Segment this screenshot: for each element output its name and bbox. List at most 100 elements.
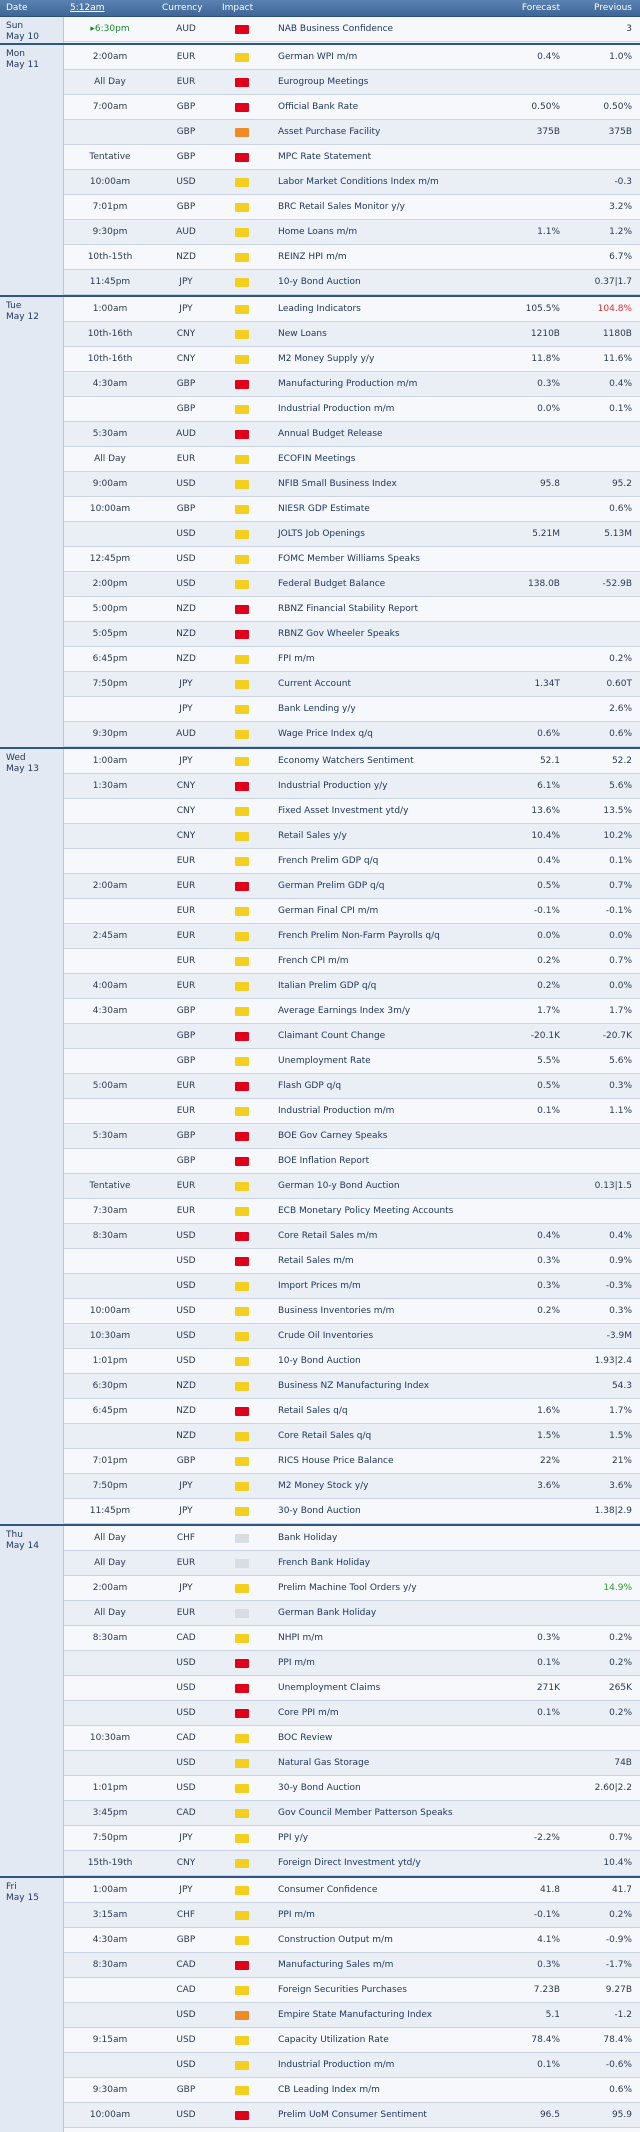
event-title[interactable]: Crude Oil Inventories <box>278 1331 374 1341</box>
event-row[interactable]: USD Core PPI m/m 0.1% 0.2% <box>64 1701 640 1726</box>
event-row[interactable]: EUR German Final CPI m/m -0.1% -0.1% <box>64 899 640 924</box>
event-title[interactable]: Foreign Direct Investment ytd/y <box>278 1858 421 1868</box>
event-row[interactable]: CAD Foreign Securities Purchases 7.23B 9.27… <box>64 1978 640 2003</box>
event-title[interactable]: Retail Sales m/m <box>278 1256 354 1266</box>
event-title[interactable]: Foreign Securities Purchases <box>278 1985 407 1995</box>
event-title[interactable]: ECOFIN Meetings <box>278 454 356 464</box>
event-row[interactable]: GBP Industrial Production m/m 0.0% 0.1% <box>64 397 640 422</box>
event-row[interactable]: USD Industrial Production m/m 0.1% -0.6% <box>64 2053 640 2078</box>
event-row[interactable]: All Day EUR Eurogroup Meetings <box>64 70 640 95</box>
event-title[interactable]: Wage Price Index q/q <box>278 729 373 739</box>
event-row[interactable]: 1:01pm USD 30-y Bond Auction 2.60|2.2 <box>64 1776 640 1801</box>
event-title[interactable]: German 10-y Bond Auction <box>278 1181 400 1191</box>
event-row[interactable]: GBP Claimant Count Change -20.1K -20.7K <box>64 1024 640 1049</box>
event-title[interactable]: New Loans <box>278 329 327 339</box>
event-row[interactable]: 9:30pm AUD Home Loans m/m 1.1% 1.2% <box>64 220 640 245</box>
event-title[interactable]: PPI m/m <box>278 1910 315 1920</box>
event-title[interactable]: BOE Gov Carney Speaks <box>278 1131 388 1141</box>
event-row[interactable]: 5:00am EUR Flash GDP q/q 0.5% 0.3% <box>64 1074 640 1099</box>
event-title[interactable]: 10-y Bond Auction <box>278 1356 361 1366</box>
event-row[interactable]: All Day EUR French Bank Holiday <box>64 1551 640 1576</box>
event-title[interactable]: BRC Retail Sales Monitor y/y <box>278 202 405 212</box>
event-row[interactable]: All Day EUR ECOFIN Meetings <box>64 447 640 472</box>
event-title[interactable]: CB Leading Index m/m <box>278 2085 380 2095</box>
header-date[interactable]: Date <box>6 3 28 13</box>
event-title[interactable]: Leading Indicators <box>278 304 361 314</box>
event-title[interactable]: Retail Sales q/q <box>278 1406 348 1416</box>
event-title[interactable]: Industrial Production m/m <box>278 2060 395 2070</box>
event-title[interactable]: NHPI m/m <box>278 1633 324 1643</box>
event-title[interactable]: Business Inventories m/m <box>278 1306 395 1316</box>
event-row[interactable]: GBP Asset Purchase Facility 375B 375B <box>64 120 640 145</box>
event-title[interactable]: Import Prices m/m <box>278 1281 361 1291</box>
event-row[interactable]: 9:00am USD NFIB Small Business Index 95.8 95… <box>64 472 640 497</box>
event-title[interactable]: Capacity Utilization Rate <box>278 2035 389 2045</box>
event-row[interactable]: 10:30am USD Crude Oil Inventories -3.9M <box>64 1324 640 1349</box>
event-title[interactable]: Prelim UoM Consumer Sentiment <box>278 2110 427 2120</box>
event-row[interactable]: 12:45pm USD FOMC Member Williams Speaks <box>64 547 640 572</box>
event-row[interactable]: USD Empire State Manufacturing Index 5.1 -1… <box>64 2003 640 2028</box>
event-row[interactable]: 2:00am EUR German Prelim GDP q/q 0.5% 0.7% <box>64 874 640 899</box>
event-row[interactable]: 7:00am GBP Official Bank Rate 0.50% 0.50% <box>64 95 640 120</box>
event-row[interactable]: 11:45pm JPY 30-y Bond Auction 1.38|2.9 <box>64 1499 640 1524</box>
event-row[interactable]: 10:00am USD Prelim UoM Consumer Sentiment 9… <box>64 2103 640 2128</box>
event-title[interactable]: Federal Budget Balance <box>278 579 386 589</box>
header-forecast[interactable]: Forecast <box>521 3 560 13</box>
event-row[interactable]: Tentative EUR German 10-y Bond Auction 0.13… <box>64 1174 640 1199</box>
event-row[interactable]: All Day EUR German Bank Holiday <box>64 1601 640 1626</box>
event-title[interactable]: Retail Sales y/y <box>278 831 347 841</box>
event-row[interactable]: 4:00am EUR Italian Prelim GDP q/q 0.2% 0.0% <box>64 974 640 999</box>
event-row[interactable]: JPY Bank Lending y/y 2.6% <box>64 697 640 722</box>
header-currency[interactable]: Currency <box>162 3 203 13</box>
event-title[interactable]: Business NZ Manufacturing Index <box>278 1381 430 1391</box>
event-title[interactable]: Industrial Production m/m <box>278 404 395 414</box>
event-title[interactable]: Bank Holiday <box>278 1533 338 1543</box>
event-title[interactable]: PPI y/y <box>278 1833 309 1843</box>
event-title[interactable]: Bank Lending y/y <box>278 704 356 714</box>
event-title[interactable]: Prelim UoM Inflation Expectations <box>268 2128 496 2132</box>
event-row[interactable]: USD PPI m/m 0.1% 0.2% <box>64 1651 640 1676</box>
event-row[interactable]: 7:50pm JPY PPI y/y -2.2% 0.7% <box>64 1826 640 1851</box>
event-title[interactable]: Labor Market Conditions Index m/m <box>278 177 439 187</box>
event-title[interactable]: Economy Watchers Sentiment <box>278 756 414 766</box>
event-title[interactable]: Italian Prelim GDP q/q <box>278 981 377 991</box>
header-time[interactable]: 5:12am <box>70 3 105 13</box>
event-row[interactable]: 15th-19th CNY Foreign Direct Investment yt… <box>64 1851 640 1876</box>
event-title[interactable]: BOE Inflation Report <box>278 1156 370 1166</box>
event-title[interactable]: MPC Rate Statement <box>278 152 372 162</box>
event-title[interactable]: PPI m/m <box>278 1658 315 1668</box>
event-row[interactable]: 10:00am USD Business Inventories m/m 0.2% 0.… <box>64 1299 640 1324</box>
event-row[interactable]: 8:30am USD Core Retail Sales m/m 0.4% 0.4% <box>64 1224 640 1249</box>
event-title[interactable]: Current Account <box>278 679 352 689</box>
event-title[interactable]: RICS House Price Balance <box>278 1456 394 1466</box>
event-title[interactable]: French Prelim Non-Farm Payrolls q/q <box>278 931 440 941</box>
event-row[interactable]: All Day CHF Bank Holiday <box>64 1526 640 1551</box>
event-row[interactable]: GBP BOE Inflation Report <box>64 1149 640 1174</box>
event-title[interactable]: JOLTS Job Openings <box>278 529 365 539</box>
event-row[interactable]: 10:00am GBP NIESR GDP Estimate 0.6% <box>64 497 640 522</box>
event-title[interactable]: Core Retail Sales q/q <box>278 1431 372 1441</box>
event-row[interactable]: 10th-15th NZD REINZ HPI m/m 6.7% <box>64 245 640 270</box>
event-title[interactable]: Average Earnings Index 3m/y <box>278 1006 411 1016</box>
event-row[interactable]: 4:30am GBP Average Earnings Index 3m/y 1.7%… <box>64 999 640 1024</box>
event-row[interactable]: 5:30am AUD Annual Budget Release <box>64 422 640 447</box>
event-row[interactable]: 8:30am CAD Manufacturing Sales m/m 0.3% -1.7… <box>64 1953 640 1978</box>
event-row[interactable]: 10:30am CAD BOC Review <box>64 1726 640 1751</box>
event-title[interactable]: Unemployment Rate <box>278 1056 371 1066</box>
event-title[interactable]: Manufacturing Production m/m <box>278 379 418 389</box>
event-title[interactable]: German WPI m/m <box>278 52 358 62</box>
event-row[interactable]: 5:05pm NZD RBNZ Gov Wheeler Speaks <box>64 622 640 647</box>
event-row[interactable]: 2:00am EUR German WPI m/m 0.4% 1.0% <box>64 45 640 70</box>
event-row[interactable]: 1:00am JPY Leading Indicators 105.5% 104.8% <box>64 297 640 322</box>
event-title[interactable]: Asset Purchase Facility <box>278 127 381 137</box>
event-row[interactable]: EUR French CPI m/m 0.2% 0.7% <box>64 949 640 974</box>
event-row[interactable]: USD Natural Gas Storage 74B <box>64 1751 640 1776</box>
event-title[interactable]: NFIB Small Business Index <box>278 479 397 489</box>
event-row[interactable]: 6:45pm NZD Retail Sales q/q 1.6% 1.7% <box>64 1399 640 1424</box>
event-title[interactable]: Flash GDP q/q <box>278 1081 342 1091</box>
event-row[interactable]: 1:30am CNY Industrial Production y/y 6.1% 5.… <box>64 774 640 799</box>
event-title[interactable]: Eurogroup Meetings <box>278 77 369 87</box>
event-row[interactable]: 1:01pm USD 10-y Bond Auction 1.93|2.4 <box>64 1349 640 1374</box>
event-title[interactable]: Industrial Production m/m <box>278 1106 395 1116</box>
event-row[interactable]: GBP Unemployment Rate 5.5% 5.6% <box>64 1049 640 1074</box>
